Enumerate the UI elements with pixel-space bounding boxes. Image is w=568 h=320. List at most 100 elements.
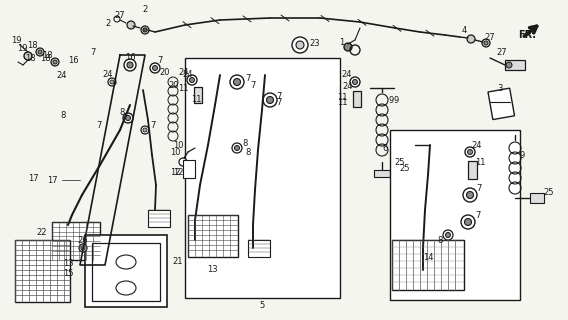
Text: 12: 12 <box>170 167 180 177</box>
Text: FR.: FR. <box>518 30 536 40</box>
Text: 13: 13 <box>62 260 73 268</box>
Text: 7: 7 <box>157 55 162 65</box>
Bar <box>392 240 464 290</box>
Text: 24: 24 <box>472 140 482 149</box>
Text: 6: 6 <box>383 143 388 153</box>
Bar <box>353 91 361 107</box>
Bar <box>530 193 544 203</box>
Text: 27: 27 <box>496 47 507 57</box>
Circle shape <box>36 48 44 56</box>
Circle shape <box>263 93 277 107</box>
Text: 18: 18 <box>41 51 52 60</box>
Ellipse shape <box>116 255 136 269</box>
Circle shape <box>466 191 474 198</box>
Text: 9: 9 <box>519 150 525 159</box>
Text: 11: 11 <box>337 92 347 101</box>
Circle shape <box>296 41 304 49</box>
Bar <box>194 87 202 103</box>
Text: 22: 22 <box>37 228 47 236</box>
Circle shape <box>179 158 187 166</box>
Text: 8: 8 <box>245 148 250 156</box>
Bar <box>505 60 525 70</box>
Text: 12: 12 <box>173 167 183 177</box>
Circle shape <box>24 52 32 60</box>
Text: 7: 7 <box>151 121 156 130</box>
Bar <box>52 222 100 260</box>
Circle shape <box>53 60 57 64</box>
Bar <box>248 240 270 257</box>
Circle shape <box>465 147 475 157</box>
Text: 17: 17 <box>28 173 38 182</box>
Text: 9: 9 <box>389 95 394 105</box>
Circle shape <box>445 233 450 237</box>
Text: 11: 11 <box>191 94 201 103</box>
Circle shape <box>127 21 135 29</box>
Text: 11: 11 <box>475 157 485 166</box>
Text: 27: 27 <box>485 33 495 42</box>
Text: 25: 25 <box>544 188 554 196</box>
Circle shape <box>124 59 136 71</box>
Circle shape <box>79 244 87 252</box>
Circle shape <box>350 77 360 87</box>
Ellipse shape <box>116 281 136 295</box>
Text: 8: 8 <box>243 139 248 148</box>
Circle shape <box>81 246 85 250</box>
Circle shape <box>110 80 114 84</box>
Text: 7: 7 <box>245 74 250 83</box>
Text: 9: 9 <box>394 95 399 105</box>
Text: 10: 10 <box>170 148 180 156</box>
Text: 27: 27 <box>115 11 126 20</box>
Circle shape <box>143 28 147 32</box>
Text: 24: 24 <box>57 70 67 79</box>
Text: 2: 2 <box>143 4 148 13</box>
Bar <box>468 161 477 179</box>
Text: 4: 4 <box>461 26 467 35</box>
Text: 25: 25 <box>400 164 410 172</box>
Bar <box>185 58 340 298</box>
Text: 7: 7 <box>276 92 282 100</box>
Circle shape <box>190 77 194 83</box>
Text: 18: 18 <box>27 41 37 50</box>
Circle shape <box>123 113 133 123</box>
Circle shape <box>232 143 242 153</box>
Circle shape <box>152 66 157 70</box>
Circle shape <box>353 79 357 84</box>
Circle shape <box>463 188 477 202</box>
Bar <box>148 210 170 227</box>
Text: 8: 8 <box>437 236 442 244</box>
Text: 16: 16 <box>68 55 78 65</box>
Circle shape <box>150 63 160 73</box>
Text: 26: 26 <box>78 236 88 244</box>
Circle shape <box>143 128 147 132</box>
Bar <box>15 240 70 302</box>
Text: 20: 20 <box>169 81 179 90</box>
Text: 7: 7 <box>475 211 481 220</box>
Circle shape <box>482 39 490 47</box>
Circle shape <box>126 116 131 121</box>
Text: 15: 15 <box>62 268 73 277</box>
Circle shape <box>38 50 42 54</box>
Circle shape <box>465 219 471 226</box>
Circle shape <box>266 97 274 103</box>
Circle shape <box>141 26 149 34</box>
Text: 7: 7 <box>477 183 482 193</box>
Text: 2: 2 <box>106 19 111 28</box>
Circle shape <box>443 230 453 240</box>
Text: 17: 17 <box>47 175 58 185</box>
Text: 7: 7 <box>90 47 95 57</box>
Text: 7: 7 <box>250 81 256 90</box>
Text: 3: 3 <box>498 84 503 92</box>
Circle shape <box>344 43 352 51</box>
Text: 18: 18 <box>40 53 51 62</box>
Circle shape <box>506 62 512 68</box>
Circle shape <box>51 58 59 66</box>
Circle shape <box>114 16 120 22</box>
Circle shape <box>230 75 244 89</box>
Bar <box>374 170 390 177</box>
Circle shape <box>127 62 133 68</box>
Text: 20: 20 <box>160 68 170 76</box>
Text: 5: 5 <box>260 300 265 309</box>
Circle shape <box>108 78 116 86</box>
Text: 25: 25 <box>395 157 405 166</box>
Text: 24: 24 <box>103 69 113 78</box>
